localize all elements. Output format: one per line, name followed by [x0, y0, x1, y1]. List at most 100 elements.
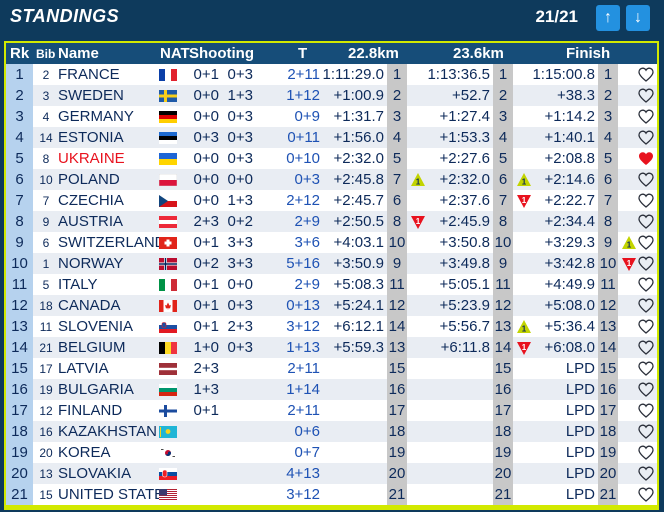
- heart-outline-icon[interactable]: [638, 487, 654, 502]
- split-2-position: 10: [493, 232, 513, 253]
- split-1-position: 6: [387, 190, 407, 211]
- position-change-empty: [410, 466, 426, 482]
- team-name: AUSTRIA: [58, 213, 124, 230]
- heart-outline-icon[interactable]: [638, 193, 654, 208]
- heart-outline-icon[interactable]: [638, 256, 654, 271]
- bib-cell: 7: [42, 194, 50, 208]
- rank-cell: 5: [6, 148, 33, 169]
- split-2-position: 9: [493, 253, 513, 274]
- shooting-standing: 0+3: [227, 108, 253, 125]
- table-row[interactable]: 20 13 SLOVAKIA 4+13 20 20 LPD 20: [6, 463, 657, 484]
- split-1-position: 8: [387, 211, 407, 232]
- heart-outline-icon[interactable]: [638, 361, 654, 376]
- position-change-empty: [410, 424, 426, 440]
- heart-outline-icon[interactable]: [638, 277, 654, 292]
- position-change-empty: [621, 214, 637, 230]
- rank-cell: 2: [6, 85, 33, 106]
- svg-text:1: 1: [627, 241, 632, 250]
- table-row[interactable]: 16 19 BULGARIA 1+3 1+14 16 16 LPD 16: [6, 379, 657, 400]
- page-up-button[interactable]: ↑: [596, 5, 620, 31]
- table-row[interactable]: 5 8 UKRAINE 0+0 0+3 0+10 +2:32.0 5 +2:27.6 5 +2:08…: [6, 148, 657, 169]
- split-1-position: 13: [387, 337, 407, 358]
- heart-outline-icon[interactable]: [638, 235, 654, 250]
- position-gain-icon: 1: [621, 235, 637, 251]
- heart-outline-icon[interactable]: [638, 403, 654, 418]
- heart-outline-icon[interactable]: [638, 340, 654, 355]
- bib-cell: 11: [39, 320, 53, 334]
- position-change-empty: [621, 172, 637, 188]
- position-loss-icon: 1: [410, 214, 426, 230]
- shooting-standing: 0+3: [227, 129, 253, 146]
- table-row[interactable]: 7 7 CZECHIA 0+0 1+3 2+12 +2:45.7 6 +2:37.6 7 1 +2:2…: [6, 190, 657, 211]
- svg-text:1: 1: [627, 259, 632, 268]
- split-2-position: 8: [493, 211, 513, 232]
- table-row[interactable]: 2 3 SWEDEN 0+0 1+3 1+12 +1:00.9 2 +52.7 2 +38.3 2: [6, 85, 657, 106]
- page-indicator: 21/21: [535, 7, 578, 26]
- table-row[interactable]: 8 9 AUSTRIA 2+3 0+2 2+9 +2:50.5 8 1 +2:45.9 8 +2:34…: [6, 211, 657, 232]
- standings-table: Rk Bib Name NAT Shooting T 22.8km 23.6km…: [4, 41, 659, 510]
- flag-icon-fra: [159, 69, 177, 81]
- split-1-time: +1:31.7: [333, 108, 384, 125]
- table-row[interactable]: 9 6 SWITZERLAND 0+1 3+3 3+6 +4:03.1 10 +3:50.8 10…: [6, 232, 657, 253]
- rank-cell: 7: [6, 190, 33, 211]
- table-row[interactable]: 3 4 GERMANY 0+0 0+3 0+9 +1:31.7 3 +1:27.4 3 +1:14.…: [6, 106, 657, 127]
- position-change-empty: [621, 403, 637, 419]
- split-1-time: +2:45.8: [333, 171, 384, 188]
- heart-outline-icon[interactable]: [638, 130, 654, 145]
- split-1-position: 19: [387, 442, 407, 463]
- shooting-prone: 0+0: [193, 192, 219, 209]
- rank-cell: 17: [6, 400, 33, 421]
- position-change-empty: [410, 403, 426, 419]
- heart-outline-icon[interactable]: [638, 214, 654, 229]
- team-name: BELGIUM: [58, 339, 126, 356]
- heart-outline-icon[interactable]: [638, 172, 654, 187]
- heart-outline-icon[interactable]: [638, 67, 654, 82]
- table-row[interactable]: 13 11 SLOVENIA 0+1 2+3 3+12 +6:12.1 14 +5:56.7 13…: [6, 316, 657, 337]
- heart-outline-icon[interactable]: [638, 298, 654, 313]
- table-row[interactable]: 11 5 ITALY 0+1 0+0 2+9 +5:08.3 11 +5:05.1 11 +4:49…: [6, 274, 657, 295]
- split-2-position: 6: [493, 169, 513, 190]
- heart-outline-icon[interactable]: [638, 382, 654, 397]
- heart-outline-icon[interactable]: [638, 424, 654, 439]
- position-change-empty: [621, 382, 637, 398]
- shooting-prone: 0+1: [193, 402, 219, 419]
- table-row[interactable]: 4 14 ESTONIA 0+3 0+3 0+11 +1:56.0 4 +1:53.3 4 +1:4…: [6, 127, 657, 148]
- bib-cell: 10: [39, 173, 53, 187]
- split-1-position: 4: [387, 127, 407, 148]
- table-row[interactable]: 14 21 BELGIUM 1+0 0+3 1+13 +5:59.3 13 +6:11.8 14 1…: [6, 337, 657, 358]
- svg-text:1: 1: [522, 343, 527, 352]
- rank-cell: 15: [6, 358, 33, 379]
- heart-outline-icon[interactable]: [638, 319, 654, 334]
- shooting-standing: 3+3: [227, 255, 253, 272]
- flag-icon-bul: [159, 384, 177, 396]
- rank-cell: 19: [6, 442, 33, 463]
- split-1-time: +1:00.9: [333, 87, 384, 104]
- split-2-time: +2:45.9: [439, 213, 490, 230]
- table-row[interactable]: 1 2 FRANCE 0+1 0+3 2+11 1:11:29.0 1 1:13:36.5 1 1:…: [6, 64, 657, 85]
- position-change-empty: [410, 445, 426, 461]
- table-row[interactable]: 17 12 FINLAND 0+1 2+11 17 17 LPD 17: [6, 400, 657, 421]
- table-row[interactable]: 10 1 NORWAY 0+2 3+3 5+16 +3:50.9 9 +3:49.8 9 +3:42…: [6, 253, 657, 274]
- team-name: SLOVAKIA: [58, 465, 132, 482]
- position-change-empty: [621, 424, 637, 440]
- table-row[interactable]: 18 16 KAZAKHSTAN 0+6 18 18 LPD 18: [6, 421, 657, 442]
- finish-position: 19: [598, 442, 618, 463]
- position-change-empty: [621, 340, 637, 356]
- heart-outline-icon[interactable]: [638, 88, 654, 103]
- table-row[interactable]: 15 17 LATVIA 2+3 2+11 15 15 LPD 15: [6, 358, 657, 379]
- shooting-total: 0+10: [286, 150, 320, 167]
- page-down-button[interactable]: ↓: [626, 5, 650, 31]
- table-row[interactable]: 12 18 CANADA 0+1 0+3 0+13 +5:24.1 12 +5:23.9 12 +5…: [6, 295, 657, 316]
- finish-position: 7: [598, 190, 618, 211]
- heart-outline-icon[interactable]: [638, 466, 654, 481]
- split-2-time: +1:27.4: [439, 108, 490, 125]
- table-row[interactable]: 6 10 POLAND 0+0 0+0 0+3 +2:45.8 7 1 +2:32.0 6 1 +2:1…: [6, 169, 657, 190]
- heart-outline-icon[interactable]: [638, 445, 654, 460]
- split-1-position: 21: [387, 484, 407, 505]
- table-row[interactable]: 21 15 UNITED STATES 3+12 21 21 LPD 21: [6, 484, 657, 505]
- heart-outline-icon[interactable]: [638, 109, 654, 124]
- table-row[interactable]: 19 20 KOREA 0+7 19 19 LPD 19: [6, 442, 657, 463]
- flag-icon-sui: [159, 237, 177, 249]
- position-gain-icon: 1: [410, 172, 426, 188]
- heart-filled-icon[interactable]: [638, 151, 654, 166]
